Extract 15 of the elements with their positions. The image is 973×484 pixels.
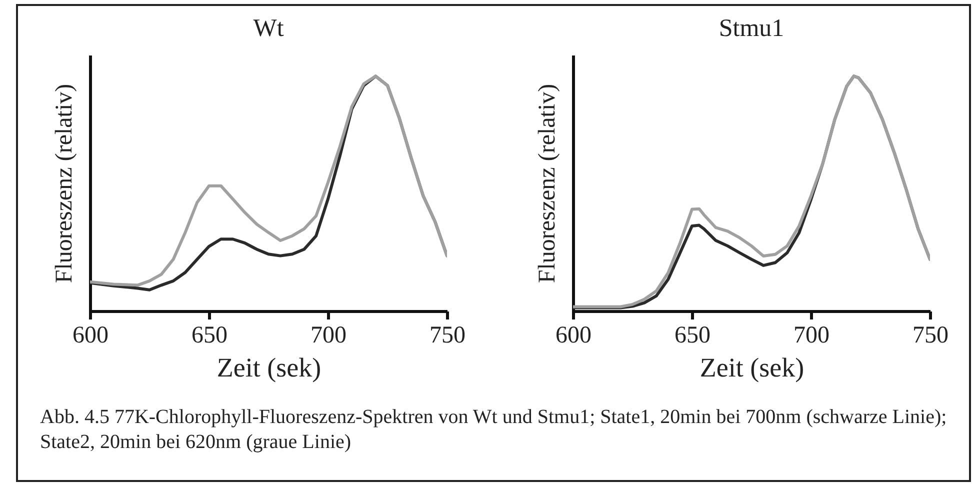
x-tick-label: 750 [430,322,466,348]
x-tick-label: 700 [794,322,830,348]
x-tick-label: 650 [674,322,710,348]
chart-title: Stmu1 [718,15,784,42]
x-tick-label: 600 [556,322,592,348]
y-axis-title: Fluoreszenz (relativ) [52,84,78,284]
x-axis-title: Zeit (sek) [700,352,804,382]
caption: Abb. 4.5 77K-Chlorophyll-Fluoreszenz-Spektren von Wt und Stmu1; State1, 20min bei 700nm (schwarze Linie); State2, 20min bei 620nm (graue Linie) [40,405,948,455]
x-tick-label: 600 [72,322,108,348]
x-tick-label: 750 [912,322,948,348]
y-axis-title: Fluoreszenz (relativ) [534,84,560,284]
chart-title: Wt [253,15,284,42]
x-tick-label: 650 [192,322,228,348]
x-axis-title: Zeit (sek) [216,352,322,382]
x-tick-label: 700 [310,322,346,348]
